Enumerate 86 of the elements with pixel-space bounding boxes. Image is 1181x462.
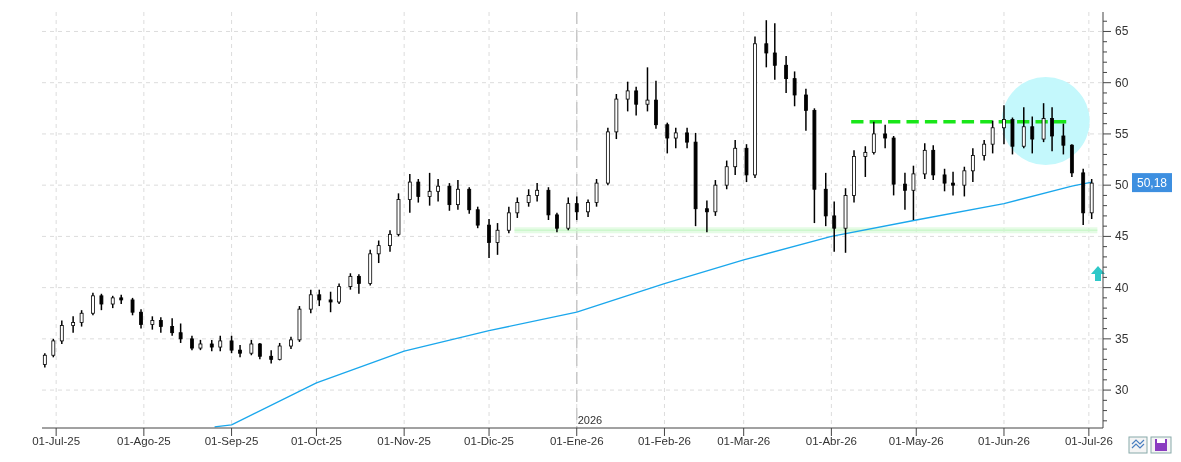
x-tick-label: 01-Feb-26 <box>637 435 691 447</box>
candlestick <box>625 80 630 113</box>
candlestick <box>535 182 540 203</box>
candlestick <box>883 123 888 150</box>
candlestick <box>1030 115 1035 155</box>
candlestick <box>704 199 709 234</box>
candlestick <box>733 139 738 176</box>
candlestick <box>903 172 907 211</box>
candlestick <box>594 178 599 208</box>
candlestick <box>1050 106 1054 153</box>
x-tick-label: 01-Sep-25 <box>204 435 259 447</box>
candlestick <box>724 159 729 191</box>
candlestick <box>337 282 341 305</box>
candlestick <box>555 212 559 234</box>
candlestick <box>475 205 480 229</box>
x-tick-label: 01-Jul-25 <box>32 435 81 447</box>
x-tick-label: 01-May-26 <box>888 435 944 447</box>
candlestick <box>178 322 183 344</box>
candlestick <box>495 222 500 256</box>
candlestick <box>1002 104 1006 145</box>
candlestick <box>970 147 975 183</box>
candlestick <box>942 168 947 193</box>
candlestick <box>685 127 689 150</box>
candlestick <box>447 182 452 212</box>
candlestick <box>792 70 797 108</box>
candlestick <box>487 218 491 259</box>
candlestick <box>665 121 670 155</box>
candlestick <box>911 164 916 221</box>
candlestick <box>1021 106 1026 150</box>
y-tick-label: 65 <box>1115 24 1129 39</box>
candlestick <box>634 86 639 117</box>
candlestick <box>376 239 381 264</box>
x-tick-label: 01-Ene-26 <box>549 435 604 447</box>
candlestick <box>784 55 789 94</box>
candlestick <box>467 186 472 215</box>
y-tick-label: 30 <box>1115 383 1129 398</box>
candlestick <box>515 196 520 219</box>
x-tick-label: 01-Ago-25 <box>117 435 171 447</box>
candlestick <box>1061 122 1066 156</box>
y-tick-label: 60 <box>1115 75 1129 90</box>
y-tick-label: 50 <box>1115 178 1129 193</box>
candlestick <box>764 19 769 69</box>
y-tick-label: 45 <box>1115 229 1129 244</box>
line-series <box>213 181 1093 428</box>
candlestick <box>328 290 333 313</box>
x-tick-label: 01-Nov-25 <box>377 435 432 447</box>
candlestick <box>506 205 511 235</box>
candlestick <box>982 139 987 162</box>
candlestick <box>91 292 95 317</box>
candlestick <box>951 171 955 197</box>
candlestick <box>990 119 995 155</box>
ref-line-label: 2026 <box>577 414 603 426</box>
y-tick-label: 40 <box>1115 280 1129 295</box>
candlestick <box>871 120 876 156</box>
candlestick <box>804 88 808 132</box>
x-tick-label: 01-Jun-26 <box>978 435 1030 447</box>
x-tick-label: 01-Oct-25 <box>290 435 343 447</box>
candlestick <box>356 273 361 295</box>
candlestick <box>436 178 441 203</box>
candlestick <box>427 172 432 207</box>
y-tick-label: 55 <box>1115 126 1129 141</box>
candlestick <box>456 179 460 211</box>
candlestick <box>863 145 868 178</box>
y-tick-label: 35 <box>1115 331 1129 346</box>
text: 50,18 <box>1136 176 1168 191</box>
x-tick-label: 01-Abr-26 <box>805 435 857 447</box>
candlestick <box>832 200 837 253</box>
x-tick-label: 01-Jul-26 <box>1064 435 1113 447</box>
candlestick <box>407 173 412 214</box>
candlestick <box>139 308 143 330</box>
candlestick <box>416 178 421 204</box>
candlestick <box>922 142 927 180</box>
candlestick <box>388 229 392 253</box>
candlestick <box>772 22 777 81</box>
candlestick <box>308 288 313 314</box>
candlestick <box>645 66 650 113</box>
candlestick <box>1041 102 1046 143</box>
candlestick <box>71 315 76 334</box>
candlestick <box>574 195 579 221</box>
candlestick <box>962 165 967 198</box>
candlestick <box>51 338 56 359</box>
candlestick <box>673 127 678 150</box>
candlestick <box>59 319 64 345</box>
candlestick <box>269 349 274 365</box>
x-tick-label: 01-Mar-26 <box>717 435 771 447</box>
x-tick-label: 01-Dic-25 <box>464 435 514 447</box>
